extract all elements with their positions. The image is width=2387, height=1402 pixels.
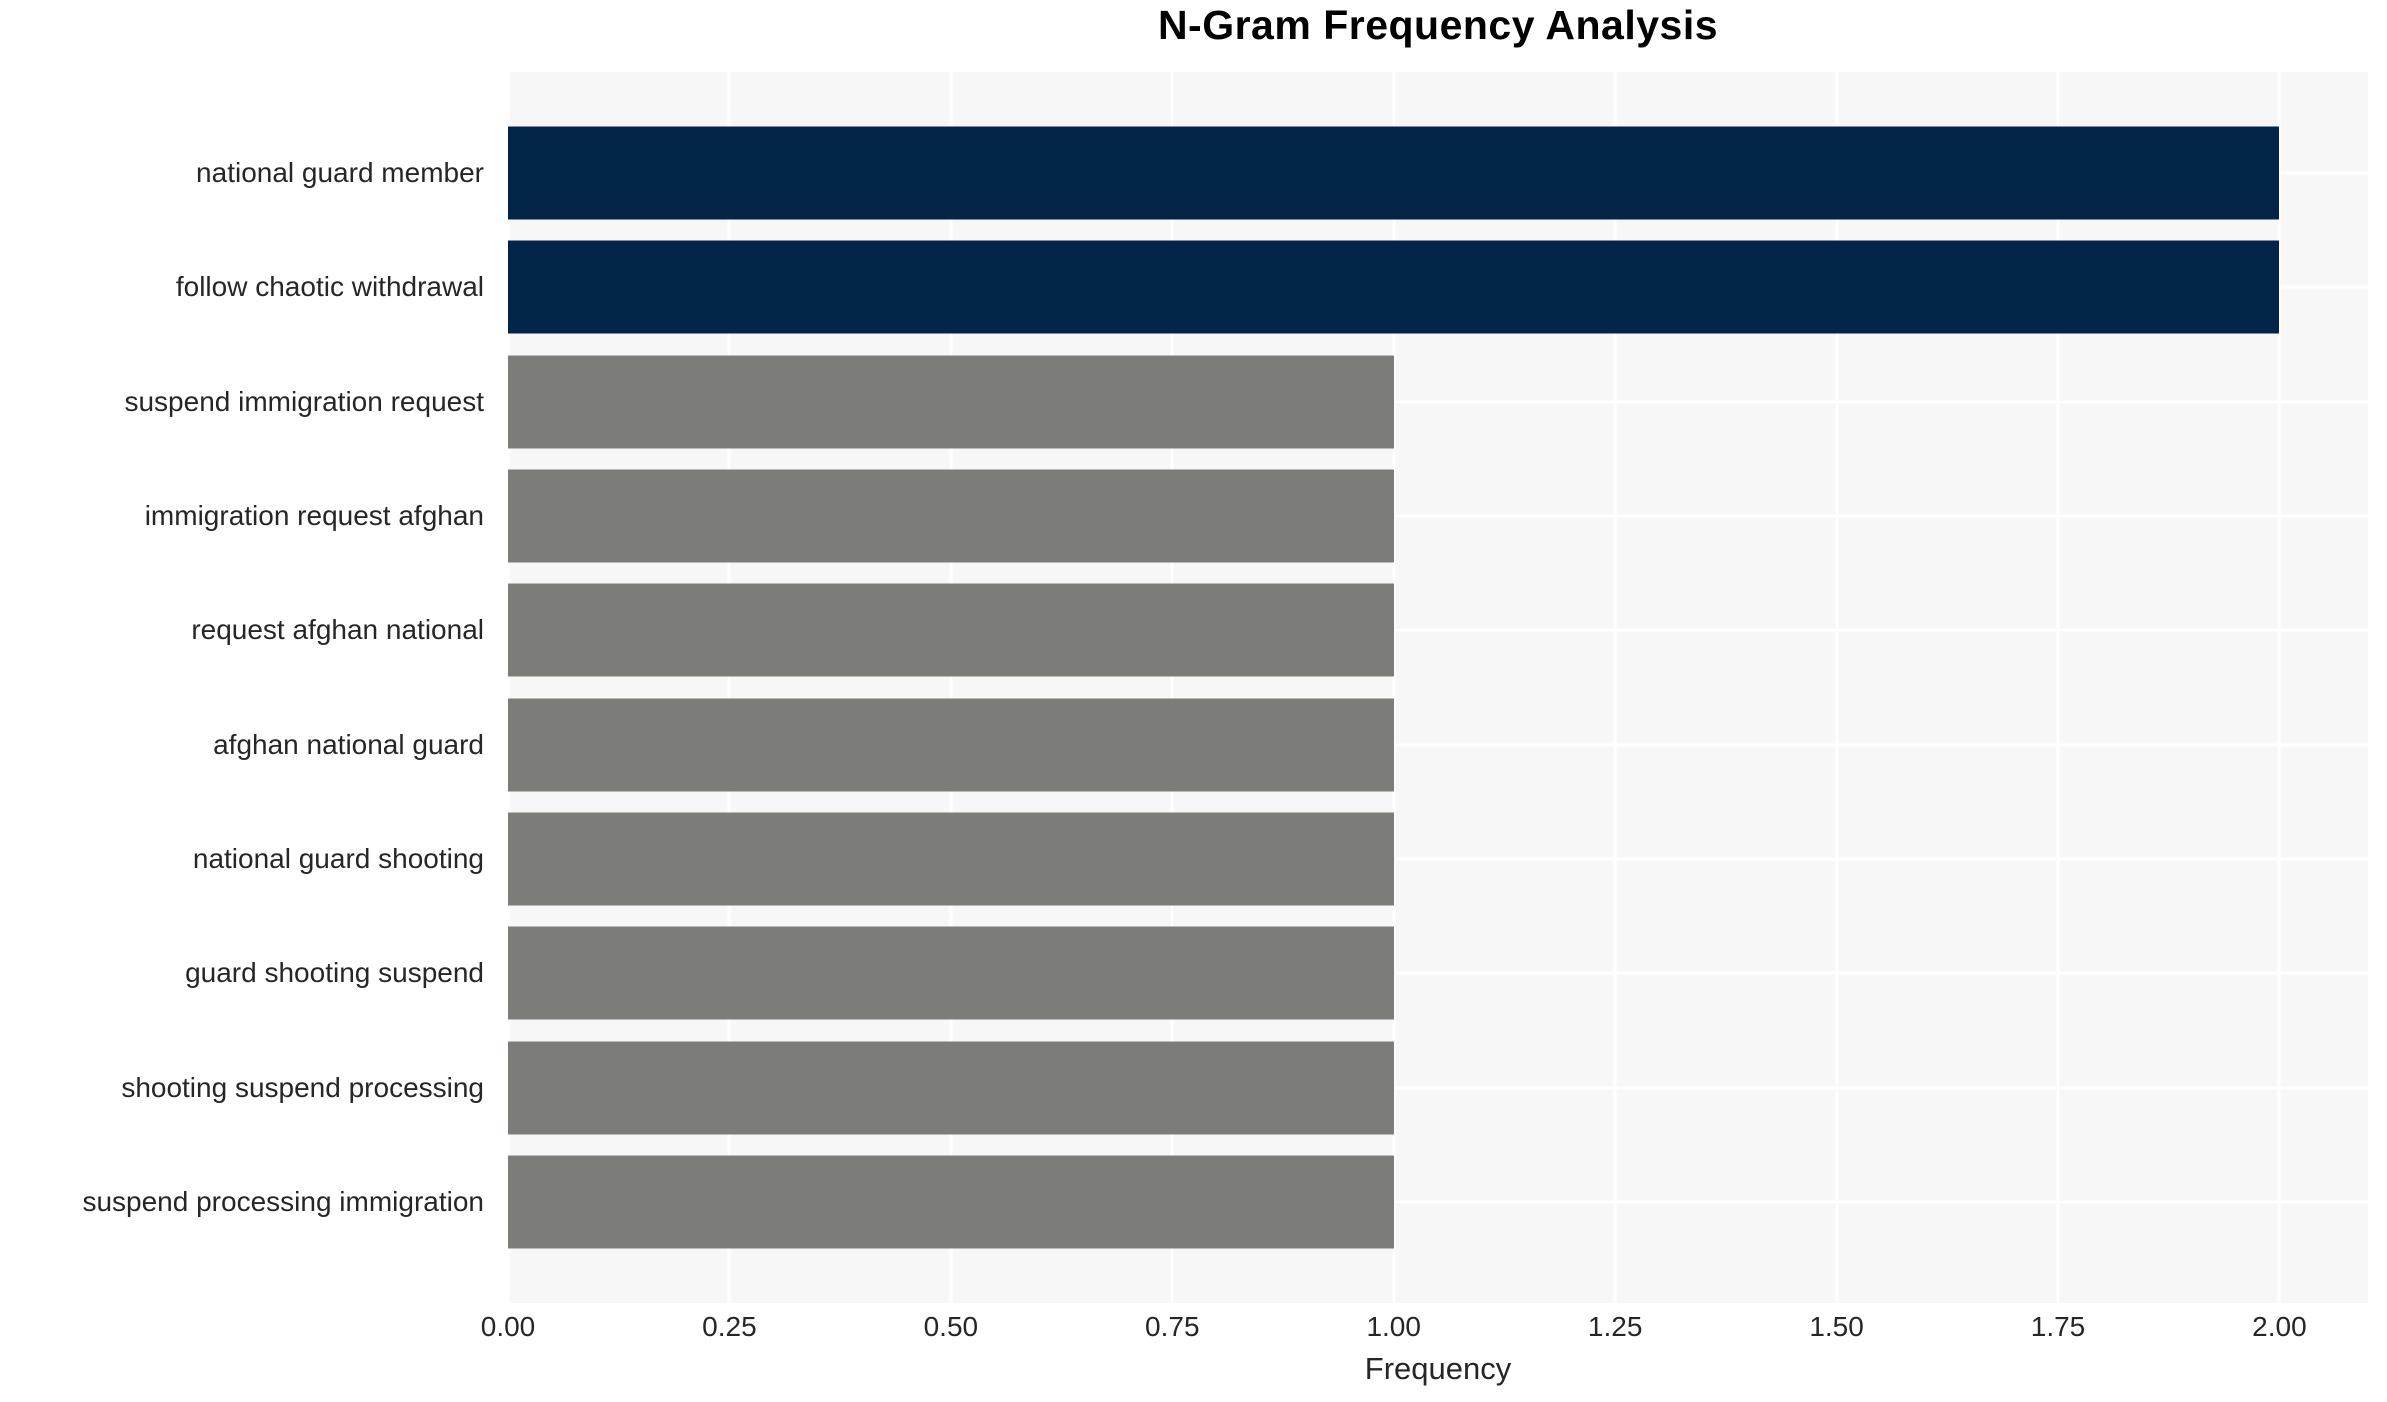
y-axis-label: follow chaotic withdrawal [175,271,484,303]
y-axis-label: national guard shooting [192,842,484,874]
bar-row [508,1145,2368,1259]
vertical-gridline [1170,72,1174,1303]
x-tick-label: 0.75 [1145,1311,1200,1342]
bar-follow-chaotic-withdrawal [508,240,2280,334]
bar-row [508,116,2368,230]
bar-national-guard-shooting [508,812,1394,906]
x-axis-title: Frequency [1364,1351,1512,1386]
x-axis-ticks: 0.00 0.25 0.50 0.75 1.00 1.25 1.50 1.75 2.00 [481,1311,2368,1347]
y-axis-label: afghan national guard [213,728,484,760]
bar-row [508,345,2368,459]
bar-shooting-suspend-processing [508,1041,1394,1135]
horizontal-gridline [508,1200,2368,1204]
x-tick-label: 0.50 [923,1311,979,1342]
bar-immigration-request-afghan [508,469,1394,563]
horizontal-gridline [508,1086,2368,1090]
x-tick-label: 0.25 [702,1311,757,1342]
bar-guard-shooting-suspend [508,926,1394,1020]
vertical-gridline [506,72,510,1303]
bar-suspend-processing-immigration [508,1155,1394,1249]
bar-request-afghan-national [508,583,1394,677]
bar-afghan-national-guard [508,698,1394,792]
bar-row [508,802,2368,916]
bar-rows [508,116,2368,1259]
bar-row [508,459,2368,573]
y-axis-label: immigration request afghan [144,500,484,532]
horizontal-gridline [508,743,2368,747]
y-axis-label: national guard member [196,157,484,189]
y-axis-labels: national guard member follow chaotic with… [0,116,484,1259]
y-axis-label: shooting suspend processing [121,1071,484,1103]
vertical-gridline [727,72,731,1303]
bar-row [508,916,2368,1030]
vertical-gridline [1392,72,1396,1303]
vertical-gridline [1613,72,1617,1303]
bar-row [508,1030,2368,1144]
y-axis-label: suspend processing immigration [82,1185,484,1217]
bar-row [508,230,2368,344]
horizontal-gridline [508,628,2368,632]
plot-area [506,72,2368,1303]
y-axis-label: suspend immigration request [124,385,484,417]
y-axis-label: guard shooting suspend [185,957,484,989]
x-tick-label: 0.00 [480,1311,536,1342]
x-tick-label: 2.00 [2252,1311,2307,1342]
x-tick-label: 1.75 [2030,1311,2086,1342]
x-tick-label: 1.50 [1809,1311,1864,1342]
bar-row [508,573,2368,687]
vertical-gridline [2277,72,2281,1303]
x-tick-label: 1.25 [1587,1311,1643,1342]
bar-suspend-immigration-request [508,355,1394,449]
vertical-gridline [1835,72,1839,1303]
horizontal-gridline [508,857,2368,861]
horizontal-gridline [508,514,2368,518]
x-tick-label: 1.00 [1366,1311,1421,1342]
chart-title: N-Gram Frequency Analysis [1157,2,1719,48]
vertical-gridline [949,72,953,1303]
vertical-gridline [2056,72,2060,1303]
horizontal-gridline [508,400,2368,404]
y-axis-label: request afghan national [191,614,484,646]
bar-national-guard-member [508,126,2280,220]
bar-row [508,687,2368,801]
horizontal-gridline [508,971,2368,975]
